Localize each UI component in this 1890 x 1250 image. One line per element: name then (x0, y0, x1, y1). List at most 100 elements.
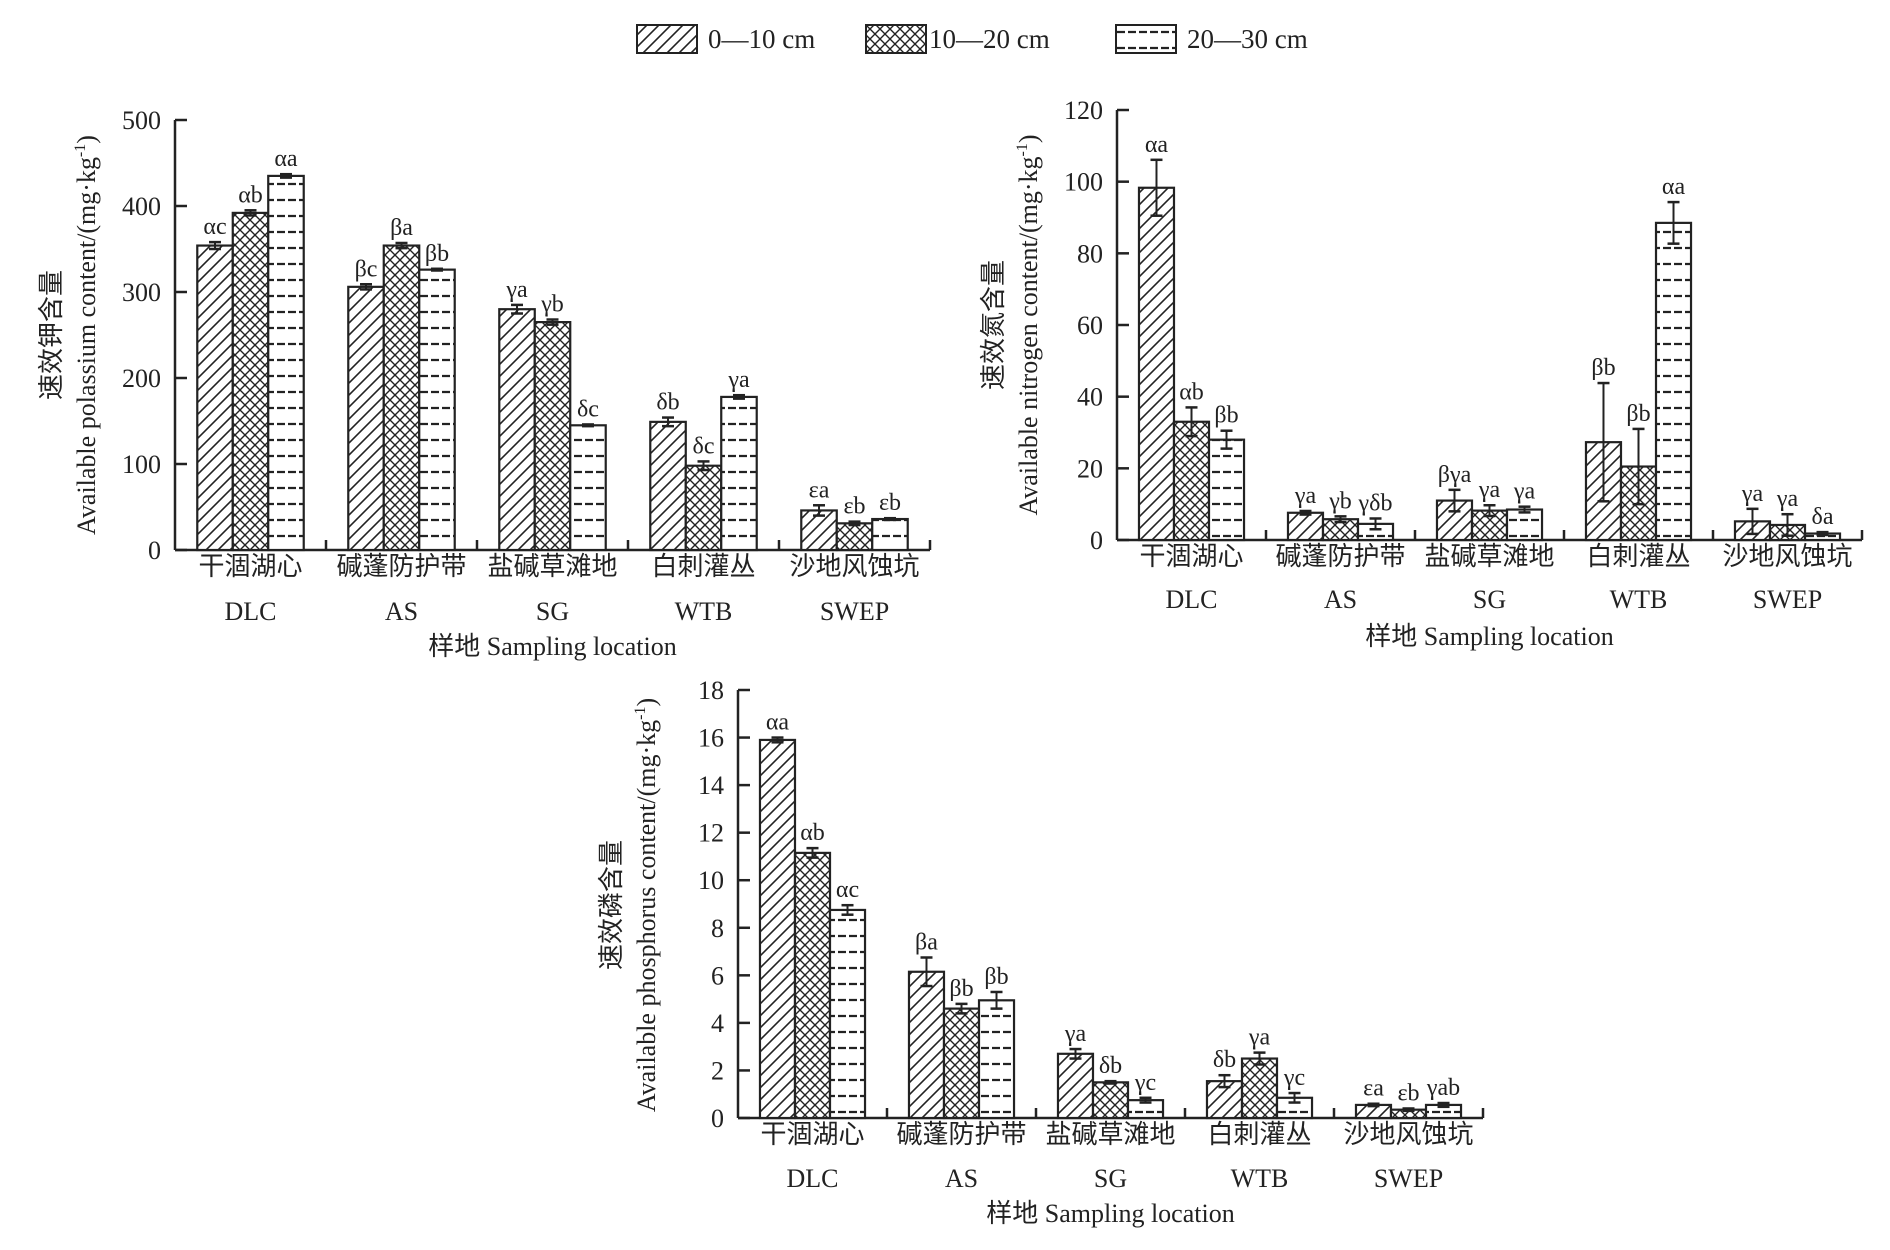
legend-label: 0—10 cm (708, 23, 816, 54)
x-category-label-zh: 沙地风蚀坑 (789, 552, 919, 582)
significance-label: βa (390, 215, 413, 241)
x-category-label-zh: 盐碱草滩地 (1045, 1120, 1175, 1150)
y-tick-label: 14 (698, 771, 724, 800)
x-category-label-en: SWEP (820, 597, 889, 626)
legend-label: 10—20 cm (929, 23, 1050, 54)
y-axis-title-en-text: Available phosphorus content/(mg·kg (632, 720, 661, 1112)
x-category-label-en: SWEP (1374, 1164, 1443, 1193)
significance-label: βb (1626, 401, 1650, 427)
y-axis-title-zh: 速效钾含量 (37, 270, 67, 400)
x-category-label-en: DLC (1166, 585, 1218, 614)
bar-as-series-1 (942, 1007, 981, 1120)
significance-label: αc (203, 214, 226, 240)
y-axis-title-unit-sup: -1 (72, 144, 89, 157)
x-category-label-en: SG (1094, 1164, 1127, 1193)
y-tick-label: 100 (122, 450, 161, 479)
x-axis-title: 样地 Sampling location (1365, 622, 1613, 651)
significance-label: δa (1812, 504, 1834, 530)
y-axis-title-en: Available polassium content/(mg·kg-1) (72, 135, 101, 535)
significance-label: γb (1328, 488, 1352, 514)
bar-sg-series-2 (569, 424, 607, 552)
x-category-label-en: DLC (787, 1164, 839, 1193)
y-tick-label: 0 (1090, 526, 1103, 555)
significance-label: γa (1064, 1021, 1087, 1047)
bar-wtb-series-0 (649, 420, 687, 552)
y-tick-label: 4 (711, 1009, 724, 1038)
significance-label: γa (1513, 479, 1536, 505)
y-tick-label: 8 (711, 914, 724, 943)
x-category-label-en: WTB (1610, 585, 1668, 614)
x-category-label-zh: 盐碱草滩地 (1424, 542, 1554, 572)
y-tick-label: 6 (711, 961, 724, 990)
bar-sg-series-0 (498, 308, 536, 552)
significance-label: βb (425, 241, 449, 267)
bar-swep-series-0 (800, 509, 838, 552)
y-axis-title-en-text: Available nitrogen content/(mg·kg (1014, 156, 1043, 515)
x-category-label-en: SG (536, 597, 569, 626)
y-tick-label: 0 (711, 1104, 724, 1133)
y-axis-title-en: Available phosphorus content/(mg·kg-1) (632, 698, 661, 1112)
significance-label: βa (915, 930, 938, 956)
legend-swatch-dash (1115, 24, 1177, 54)
bar-dlc-series-0 (758, 738, 797, 1120)
x-category-label-en: AS (945, 1164, 978, 1193)
x-category-label-en: WTB (1231, 1164, 1289, 1193)
significance-label: αa (766, 710, 790, 736)
significance-label: γa (505, 277, 528, 303)
significance-label: δc (693, 433, 715, 459)
y-axis-title-close: ) (632, 698, 661, 707)
x-category-label-zh: 白刺灌丛 (1207, 1120, 1311, 1150)
significance-label: βc (355, 256, 378, 282)
significance-label: βb (1591, 355, 1615, 381)
legend-item-0-10cm: 0—10 cm (636, 22, 815, 56)
x-category-label-zh: 碱蓬防护带 (896, 1120, 1026, 1150)
y-tick-label: 60 (1077, 311, 1103, 340)
x-category-label-en: SG (1473, 585, 1506, 614)
legend-item-10-20cm: 10—20 cm (865, 22, 1050, 56)
y-tick-label: 10 (698, 866, 724, 895)
y-axis-title-zh: 速效氮含量 (979, 260, 1009, 390)
y-axis-title-unit-sup: -1 (1014, 143, 1031, 156)
significance-label: βγa (1438, 462, 1472, 488)
y-tick-label: 300 (122, 278, 161, 307)
significance-label: αb (1179, 379, 1204, 405)
y-axis-title-zh: 速效磷含量 (597, 840, 627, 970)
significance-label: αc (836, 877, 859, 903)
significance-label: γb (540, 292, 564, 318)
bar-wtb-series-2 (1654, 221, 1693, 542)
significance-label: βb (1214, 403, 1238, 429)
bar-dlc-series-2 (828, 908, 867, 1120)
x-category-label-zh: 碱蓬防护带 (336, 552, 466, 582)
bar-dlc-series-1 (793, 851, 832, 1120)
y-axis-title-unit-sup: -1 (632, 707, 649, 720)
y-tick-label: 20 (1077, 454, 1103, 483)
x-category-label-zh: 碱蓬防护带 (1275, 542, 1405, 572)
significance-label: αb (238, 182, 263, 208)
y-tick-label: 16 (698, 724, 724, 753)
y-tick-label: 500 (122, 106, 161, 135)
bar-dlc-series-2 (1207, 438, 1246, 542)
bar-as-series-2 (977, 999, 1016, 1120)
y-axis-title-en: Available nitrogen content/(mg·kg-1) (1014, 134, 1043, 515)
y-tick-label: 0 (148, 536, 161, 565)
bar-dlc-series-0 (1137, 186, 1176, 542)
significance-label: εa (809, 477, 830, 503)
bar-wtb-series-1 (1240, 1057, 1279, 1120)
bar-sg-series-1 (1091, 1081, 1130, 1120)
y-tick-label: 18 (698, 676, 724, 705)
significance-label: γa (1741, 481, 1764, 507)
bar-dlc-series-1 (1172, 420, 1211, 542)
significance-label: βb (949, 976, 973, 1002)
bar-as-series-2 (418, 268, 456, 552)
x-category-label-en: AS (385, 597, 418, 626)
y-tick-label: 120 (1064, 96, 1103, 125)
bar-as-series-0 (907, 970, 946, 1120)
significance-label: δb (1099, 1053, 1122, 1079)
significance-label: γa (727, 367, 750, 393)
x-category-label-zh: 盐碱草滩地 (487, 552, 617, 582)
y-tick-label: 100 (1064, 168, 1103, 197)
significance-label: γδb (1358, 491, 1393, 517)
significance-label: γc (1283, 1065, 1305, 1091)
